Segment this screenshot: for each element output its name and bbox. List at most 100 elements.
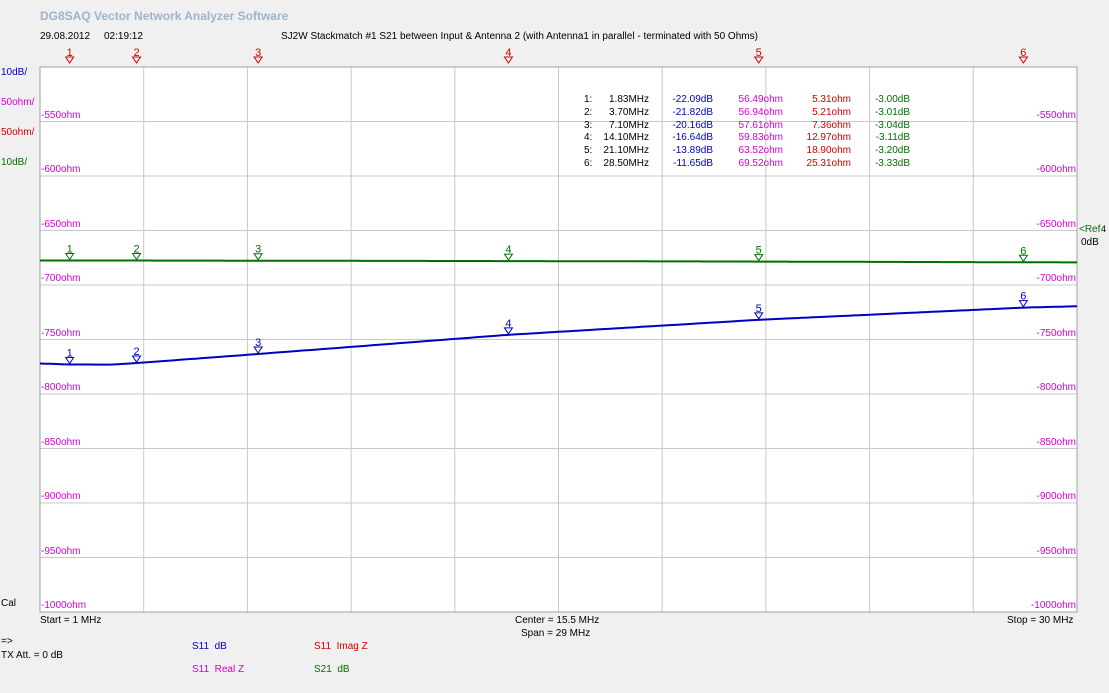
marker-triangle-top [253,56,264,64]
plot-border [39,66,1078,613]
marker-table-cell-s11-db: -13.89dB [672,145,713,157]
marker-triangle-s11 [503,327,514,335]
center-frequency: Center = 15.5 MHz [515,615,600,626]
y-tick-label-left: -1000ohm [41,600,87,611]
marker-table-cell-s21-db: -3.11dB [875,132,910,144]
marker-table-cell-id: 3: [584,119,593,131]
marker-table-cell-real: 56.94ohm [738,106,783,118]
y-tick-label-left: -550ohm [41,109,81,121]
marker-label-s21: 5 [756,245,762,257]
trace-s21-db [40,259,1077,264]
marker-label-s11: 5 [756,303,762,315]
marker-triangle-s21 [1018,254,1029,263]
marker-table-cell-s21-db: -3.04dB [874,119,910,131]
y-tick-label-left: -700ohm [41,273,81,284]
marker-triangle-s11 [753,312,764,320]
marker-table-cell-freq-label: 3.70MHz [608,106,649,118]
marker-table-cell-id: 1: [584,94,593,105]
grid [40,67,1077,612]
marker-label-top: 4 [505,47,511,59]
marker-table-cell-id: 2: [584,106,593,118]
marker-label-s21: 1 [67,243,73,255]
scale-label-s11-real: 50ohm/ [1,97,35,108]
marker-table-cell-s21-db: -3.20dB [874,145,910,157]
y-tick-label-right: -950ohm [1036,545,1076,557]
y-tick-label-left: -900ohm [41,491,81,502]
marker-label-s11: 2 [133,346,139,358]
legend-trace: S11 [192,641,210,652]
y-tick-label-left: -800ohm [41,382,81,393]
marker-table-cell-s11-db: -20.16dB [672,119,713,131]
legend-kind: Imag Z [336,641,368,652]
marker-triangle-s11 [1018,300,1029,308]
y-tick-label-right: -1000ohm [1030,600,1076,611]
trace-s11-db [39,305,1078,366]
scale-label-s21-db: 10dB/ [1,157,28,168]
legend-kind: dB [214,641,227,652]
marker-triangle-s11 [253,346,264,354]
marker-table-cell-s11-db: -22.09dB [672,94,713,105]
legend-kind: dB [337,664,350,675]
marker-triangle-top [753,56,764,64]
marker-table-cell-s21-db: -3.00dB [874,94,910,105]
marker-triangle-s21 [753,254,764,262]
y-tick-label-right: -800ohm [1036,382,1076,393]
marker-table-cell-imag: 18.90ohm [806,145,851,157]
date-stamp: 29.08.2012 [40,31,91,42]
marker-table-cell-s21-db: -3.33dB [874,158,910,169]
ref-label: <Ref [1079,224,1101,235]
marker-triangle-top [503,56,514,64]
marker-label-top: 2 [133,47,139,59]
cal-label[interactable]: Cal [1,598,17,609]
marker-table-cell-imag: 12.97ohm [806,132,851,144]
y-tick-label-right: -650ohm [1036,218,1076,230]
y-tick-label-left: -950ohm [41,545,81,557]
y-tick-label-right: -700ohm [1036,273,1076,284]
legend-s11-imag[interactable]: S11 Imag Z [314,641,368,652]
marker-label-top: 6 [1020,47,1026,59]
legend-trace: S11 [192,664,210,675]
y-tick-label-right: -600ohm [1036,164,1076,175]
marker-label-s21: 6 [1020,245,1026,257]
marker-label-top: 5 [756,47,762,59]
marker-label-s21: 2 [133,244,139,256]
legend-s11-real[interactable]: S11 Real Z [192,664,244,675]
y-tick-label-right: -750ohm [1036,327,1076,339]
marker-table-cell-imag: 25.31ohm [806,158,851,169]
marker-triangle-s11 [131,355,142,363]
top-markers: 1 2 3 4 5 6 [64,47,1029,64]
legend-s21-db[interactable]: S21 dB [314,664,350,675]
y-tick-label-left: -650ohm [41,218,81,230]
span-frequency: Span = 29 MHz [521,628,591,639]
ref-arrow-number: 4 [1101,224,1107,234]
marker-table-cell-freq-label: 14.10MHz [603,132,649,144]
marker-table-cell-real: 69.52ohm [738,158,783,169]
marker-table-cell-s11-db: -21.82dB [672,106,713,118]
marker-triangle-top [1018,56,1029,64]
marker-label-s21: 4 [505,244,511,256]
marker-table-cell-freq-label: 1.83MHz [608,94,649,105]
marker-table-cell-real: 59.83ohm [738,132,783,144]
marker-triangle-s21 [64,252,75,261]
stop-frequency: Stop = 30 MHz [1007,615,1074,626]
marker-table-cell-s21-db: -3.01dB [874,106,910,118]
trace-markers: 1 1 2 2 3 3 4 4 5 5 6 6 [64,243,1029,365]
marker-table-cell-freq-label: 28.50MHz [603,158,649,169]
marker-table-cell-s11-db: -11.65dB [673,158,713,169]
marker-table-cell-id: 5: [584,145,593,157]
marker-table-cell-imag: 5.21ohm [812,106,851,118]
marker-label-top: 1 [67,47,73,59]
time-stamp: 02:19:12 [104,31,143,42]
y-tick-label-right: -850ohm [1036,436,1076,448]
scale-label-s11-imag: 50ohm/ [1,127,35,138]
marker-table-cell-id: 6: [584,158,593,169]
marker-table-cell-real: 63.52ohm [738,145,783,157]
marker-table-cell-freq-label: 21.10MHz [603,145,649,157]
legend-kind: Real Z [214,664,245,675]
y-tick-label-left: -600ohm [41,164,81,175]
y-tick-label-right: -900ohm [1036,491,1076,502]
marker-label-s11: 1 [67,348,73,360]
legend-s11-db[interactable]: S11 dB [192,641,227,652]
y-tick-label-right: -550ohm [1036,109,1076,121]
